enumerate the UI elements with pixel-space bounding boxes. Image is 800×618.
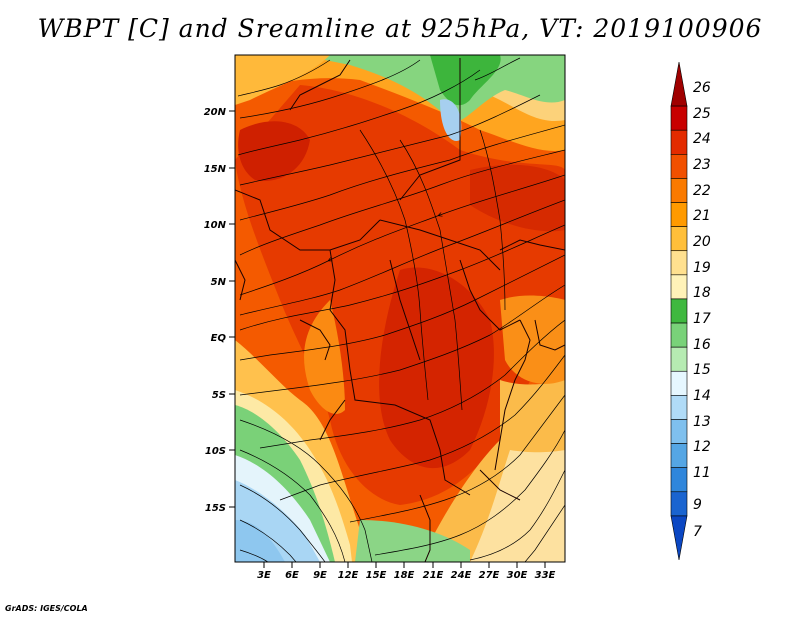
lon-label: 33E bbox=[535, 570, 556, 581]
lon-label: 24E bbox=[451, 570, 472, 581]
colorbar-label: 23 bbox=[693, 157, 711, 173]
lon-label: 27E bbox=[479, 570, 500, 581]
lat-axis: 20N 15N 10N 5N EQ 5S 10S 15S bbox=[204, 107, 235, 514]
colorbar: 26 25 24 23 22 21 20 19 18 17 16 15 14 1… bbox=[670, 61, 711, 561]
colorbar-segment bbox=[670, 154, 688, 179]
wbpt-field bbox=[235, 55, 565, 562]
lon-axis: 3E 6E 9E 12E 15E 18E 21E 24E 27E 30E 33E bbox=[257, 562, 556, 581]
colorbar-label: 24 bbox=[693, 131, 711, 147]
colorbar-segment bbox=[670, 395, 688, 420]
colorbar-segment bbox=[670, 178, 688, 203]
credit-text: GrADS: IGES/COLA bbox=[5, 604, 88, 613]
colorbar-label: 9 bbox=[693, 497, 702, 513]
colorbar-label: 26 bbox=[693, 80, 711, 96]
colorbar-label: 25 bbox=[693, 106, 711, 122]
colorbar-segment bbox=[670, 491, 688, 517]
colorbar-segment bbox=[670, 274, 688, 300]
colorbar-segment bbox=[670, 298, 688, 324]
colorbar-segment bbox=[670, 322, 688, 348]
borders bbox=[235, 58, 565, 562]
colorbar-segment bbox=[670, 129, 688, 155]
lat-label: EQ bbox=[211, 333, 227, 344]
colorbar-label: 18 bbox=[693, 285, 711, 301]
lon-label: 15E bbox=[366, 570, 387, 581]
lat-label: 5S bbox=[212, 390, 226, 401]
colorbar-label: 11 bbox=[693, 465, 711, 481]
colorbar-segment bbox=[670, 226, 688, 252]
streamlines bbox=[237, 57, 565, 562]
lat-label: 15S bbox=[205, 503, 226, 514]
colorbar-label: 16 bbox=[693, 337, 711, 353]
lat-label: 15N bbox=[204, 164, 227, 175]
lon-label: 6E bbox=[285, 570, 299, 581]
lat-label: 10N bbox=[204, 220, 227, 231]
colorbar-segment bbox=[670, 250, 688, 276]
colorbar-label: 22 bbox=[693, 183, 711, 199]
lat-label: 20N bbox=[204, 107, 227, 118]
lon-label: 12E bbox=[338, 570, 359, 581]
lon-label: 30E bbox=[507, 570, 528, 581]
colorbar-label: 7 bbox=[693, 524, 702, 540]
colorbar-label: 20 bbox=[693, 234, 711, 250]
colorbar-label: 14 bbox=[693, 388, 711, 404]
colorbar-segments bbox=[670, 61, 688, 561]
colorbar-label: 17 bbox=[693, 311, 711, 327]
chart-title: WBPT [C] and Sreamline at 925hPa, VT: 20… bbox=[37, 14, 763, 43]
map-frame bbox=[234, 54, 566, 563]
lon-label: 3E bbox=[257, 570, 271, 581]
colorbar-segment bbox=[670, 467, 688, 493]
lon-label: 21E bbox=[423, 570, 444, 581]
lon-label: 9E bbox=[313, 570, 327, 581]
colorbar-segment bbox=[670, 370, 688, 396]
colorbar-label: 19 bbox=[693, 260, 711, 276]
colorbar-segment bbox=[670, 419, 688, 444]
colorbar-segment bbox=[670, 346, 688, 372]
colorbar-label: 21 bbox=[693, 208, 711, 224]
lon-label: 18E bbox=[394, 570, 415, 581]
colorbar-segment bbox=[670, 61, 688, 107]
lat-label: 5N bbox=[211, 277, 227, 288]
colorbar-label: 12 bbox=[693, 439, 711, 455]
colorbar-segment bbox=[670, 443, 688, 468]
colorbar-segment bbox=[670, 105, 688, 131]
colorbar-segment bbox=[670, 515, 688, 561]
colorbar-segment bbox=[670, 202, 688, 227]
colorbar-label: 13 bbox=[693, 414, 711, 430]
colorbar-label: 15 bbox=[693, 362, 711, 378]
lat-label: 10S bbox=[205, 446, 226, 457]
